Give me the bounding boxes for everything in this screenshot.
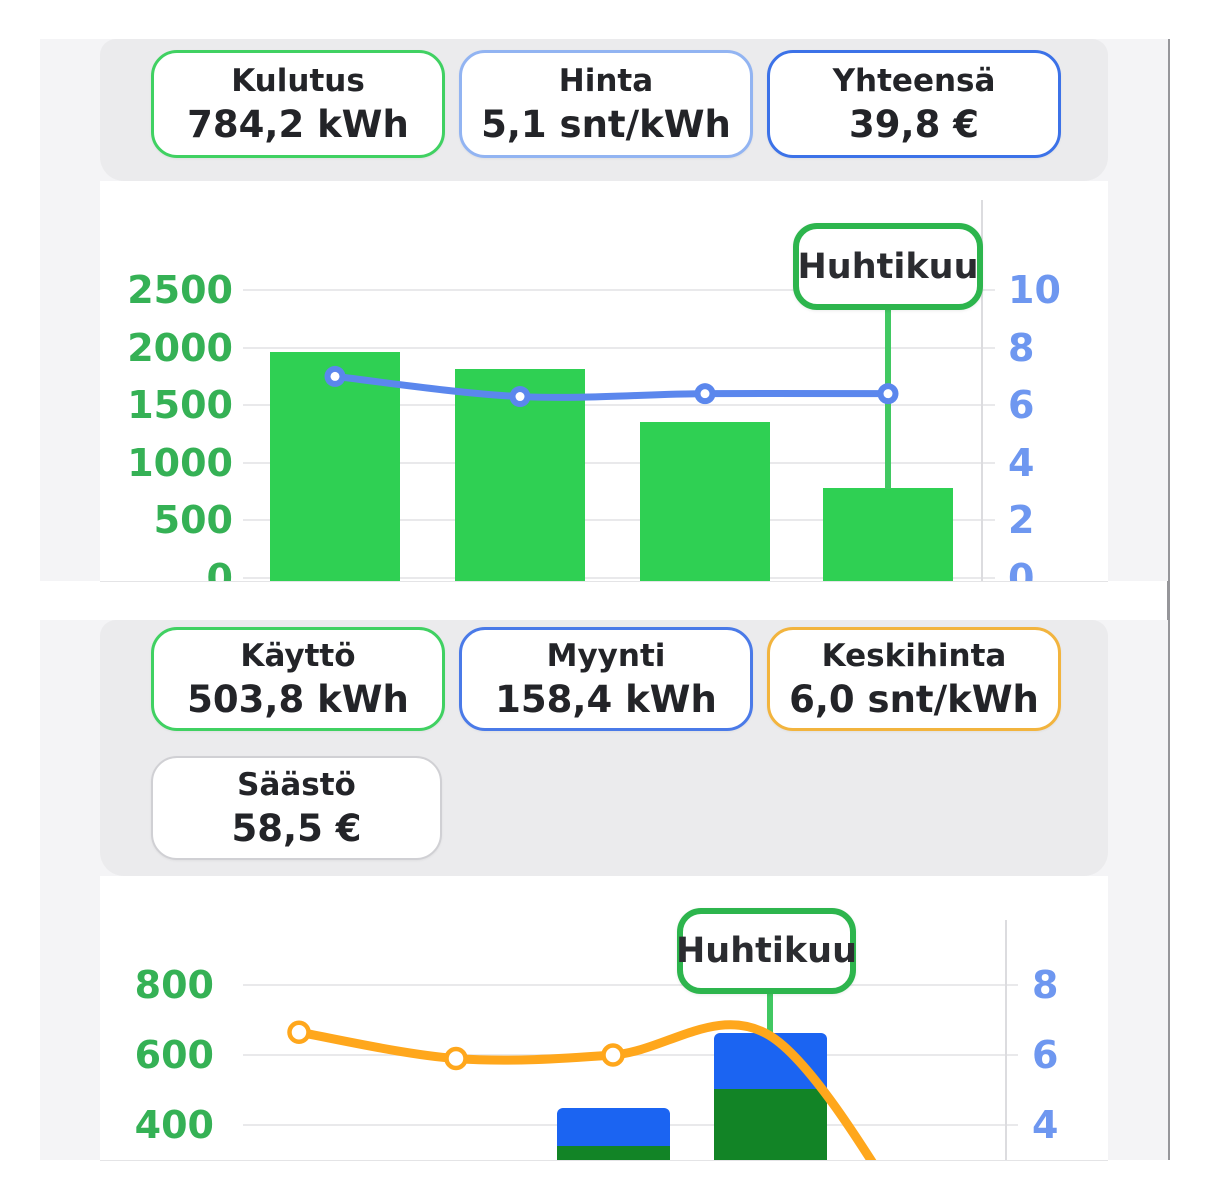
window-edge-line — [1167, 39, 1170, 1160]
stat-card-s-st[interactable]: Säästö 58,5 € — [151, 756, 442, 860]
tooltip-stem — [767, 992, 773, 1034]
usage-sale-price-chart: 800 600 400 8 6 4 Huhtikuu — [100, 876, 1108, 1161]
stat-card-value: 5,1 snt/kWh — [481, 103, 731, 146]
chart-layer: 800 600 400 8 6 4 Huhtikuu — [100, 876, 1108, 1160]
selected-month-label: Huhtikuu — [797, 246, 979, 287]
stat-card-label: Säästö — [237, 767, 356, 803]
stat-card-value: 784,2 kWh — [187, 103, 409, 146]
gridline — [243, 519, 995, 522]
selected-month-tooltip: Huhtikuu — [676, 908, 857, 994]
stat-card-k-ytt[interactable]: Käyttö 503,8 kWh — [151, 627, 445, 731]
bar-k-ytt-month-4[interactable] — [713, 1088, 827, 1160]
consumption-price-chart: 2500 2000 1500 1000 500 0 10 8 6 4 2 0 Huhtikuu — [100, 181, 1108, 582]
stat-card-hinta[interactable]: Hinta 5,1 snt/kWh — [459, 50, 753, 158]
left-axis-tick-label: 500 — [153, 498, 233, 543]
left-axis-tick-label: 1500 — [127, 383, 233, 428]
bar-myynti-month-3[interactable] — [556, 1107, 670, 1146]
gridline — [243, 289, 995, 291]
plot-right-border — [1005, 920, 1007, 1160]
right-axis-tick-label: 4 — [1008, 440, 1035, 485]
right-axis-tick-label: 6 — [1032, 1033, 1059, 1077]
panel-consumption: Kulutus 784,2 kWh Hinta 5,1 snt/kWh Yhteensä… — [40, 39, 1168, 582]
left-axis-tick-label: 0 — [206, 556, 233, 582]
panel-production: Käyttö 503,8 kWh Myynti 158,4 kWh Keskihinta… — [40, 620, 1168, 1161]
stat-card-myynti[interactable]: Myynti 158,4 kWh — [459, 627, 753, 731]
stat-card-value: 58,5 € — [231, 807, 362, 850]
bar-k-ytt-month-3[interactable] — [556, 1146, 670, 1160]
panel-production-header: Käyttö 503,8 kWh Myynti 158,4 kWh Keskihinta… — [100, 620, 1108, 876]
stat-card-value: 39,8 € — [849, 103, 979, 146]
stat-card-label: Hinta — [558, 63, 654, 99]
right-axis-tick-label: 6 — [1008, 383, 1035, 428]
gridline — [243, 577, 995, 579]
stat-card-kulutus[interactable]: Kulutus 784,2 kWh — [151, 50, 445, 158]
stat-card-label: Kulutus — [231, 63, 365, 99]
stat-card-label: Käyttö — [240, 638, 356, 674]
plot-right-border — [981, 200, 983, 581]
right-axis-tick-label: 2 — [1008, 498, 1035, 543]
stat-card-keskihinta[interactable]: Keskihinta 6,0 snt/kWh — [767, 627, 1061, 731]
right-axis-tick-label: 4 — [1032, 1103, 1059, 1147]
gridline — [243, 404, 995, 407]
stat-card-value: 158,4 kWh — [495, 678, 717, 721]
bar-kulutus-month-3[interactable] — [640, 421, 770, 581]
gridline — [243, 461, 995, 464]
bar-myynti-month-4[interactable] — [713, 1033, 827, 1089]
left-axis-tick-label: 800 — [134, 963, 214, 1007]
stat-card-value: 503,8 kWh — [187, 678, 409, 721]
selected-month-label: Huhtikuu — [676, 931, 857, 971]
bar-kulutus-month-1[interactable] — [270, 351, 400, 581]
right-axis-tick-label: 8 — [1032, 963, 1059, 1007]
right-axis-tick-label: 8 — [1008, 325, 1035, 370]
stat-card-label: Myynti — [546, 638, 666, 674]
right-axis-tick-label: 10 — [1008, 268, 1061, 312]
chart-layer: 2500 2000 1500 1000 500 0 10 8 6 4 2 0 Huhtikuu — [100, 181, 1108, 582]
left-axis-tick-label: 600 — [134, 1033, 214, 1077]
keskihinta-line — [287, 1020, 877, 1160]
left-axis-tick-label: 2500 — [127, 268, 233, 312]
bar-kulutus-month-4[interactable] — [823, 487, 953, 581]
left-axis-tick-label: 2000 — [127, 325, 233, 370]
stat-card-value: 6,0 snt/kWh — [789, 678, 1039, 721]
gridline — [243, 346, 995, 349]
hinta-line — [324, 365, 899, 408]
left-axis-tick-label: 1000 — [127, 440, 233, 485]
panel-consumption-header: Kulutus 784,2 kWh Hinta 5,1 snt/kWh Yhteensä… — [100, 39, 1108, 181]
stat-card-yhteens[interactable]: Yhteensä 39,8 € — [767, 50, 1061, 158]
gridline — [243, 984, 1018, 986]
stat-card-label: Keskihinta — [821, 638, 1007, 674]
selected-month-tooltip: Huhtikuu — [793, 223, 983, 310]
stat-card-label: Yhteensä — [832, 63, 996, 99]
left-axis-tick-label: 400 — [134, 1103, 214, 1147]
right-axis-tick-label: 0 — [1008, 556, 1035, 582]
